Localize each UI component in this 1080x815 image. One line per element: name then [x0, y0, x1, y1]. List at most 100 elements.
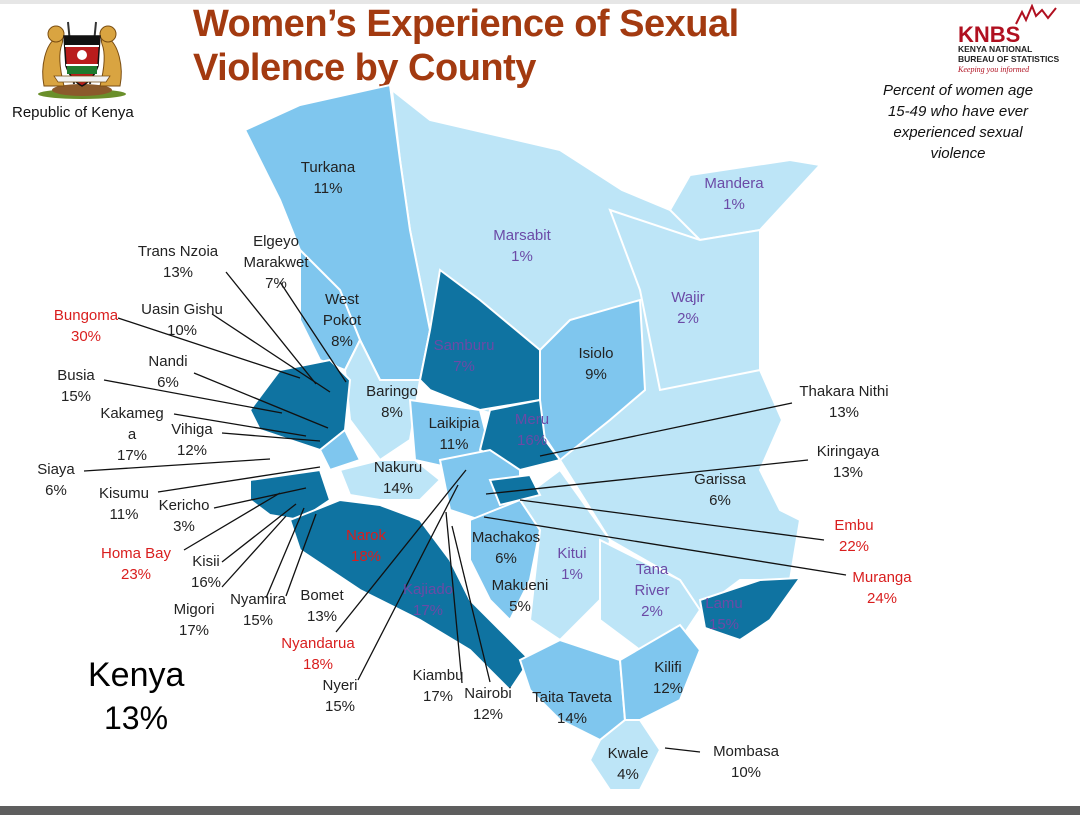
county-name-nakuru: Nakuru: [374, 459, 422, 476]
county-name-kiambu: Kiambu: [413, 667, 464, 684]
county-label-samburu: Samburu 7%: [434, 337, 495, 375]
county-name-west-pokot-2: Pokot: [323, 312, 362, 329]
page-title: Women’s Experience of Sexual Violence by…: [193, 2, 739, 90]
county-name-kakamega-1: Kakameg: [100, 405, 163, 422]
county-name-taita: Taita Taveta: [532, 689, 612, 706]
county-name-vihiga: Vihiga: [171, 421, 213, 438]
county-name-kericho: Kericho: [159, 497, 210, 514]
county-name-migori: Migori: [174, 601, 215, 618]
county-name-kisii: Kisii: [192, 553, 220, 570]
county-label-kilifi: Kilifi 12%: [653, 659, 683, 697]
county-name-bomet: Bomet: [300, 587, 344, 604]
county-label-lamu: Lamu 15%: [705, 595, 743, 633]
county-value-lamu: 15%: [709, 616, 739, 633]
county-label-trans-nzoia: Trans Nzoia 13%: [138, 243, 219, 281]
county-value-kirinyaga: 13%: [833, 464, 863, 481]
county-value-nandi: 6%: [157, 374, 179, 391]
county-label-narok: Narok 18%: [346, 527, 387, 565]
indicator-note: Percent of women age 15-49 who have ever…: [858, 80, 1058, 164]
county-label-bungoma: Bungoma 30%: [54, 307, 119, 345]
bottom-border: [0, 806, 1080, 815]
county-value-kisii: 16%: [191, 574, 221, 591]
county-name-nairobi: Nairobi: [464, 685, 512, 702]
county-name-garissa: Garissa: [694, 471, 746, 488]
note-line-4: violence: [930, 145, 986, 162]
note-line-1: Percent of women age: [882, 82, 1034, 99]
county-value-baringo: 8%: [381, 404, 403, 421]
county-value-machakos: 6%: [495, 550, 517, 567]
county-name-embu: Embu: [834, 517, 873, 534]
county-value-west-pokot: 8%: [331, 333, 353, 350]
county-value-kitui: 1%: [561, 566, 583, 583]
county-value-vihiga: 12%: [177, 442, 207, 459]
region-wajir: [608, 208, 761, 392]
county-label-baringo: Baringo 8%: [366, 383, 418, 421]
county-value-nyamira: 15%: [243, 612, 273, 629]
county-value-taita: 14%: [557, 710, 587, 727]
county-name-mombasa: Mombasa: [713, 743, 780, 760]
republic-label: Republic of Kenya: [12, 104, 134, 121]
county-name-elgeyo-1: Elgeyo: [253, 233, 299, 250]
county-value-laikipia: 11%: [440, 436, 469, 453]
county-label-meru: Meru 16%: [515, 411, 549, 449]
county-name-marsabit: Marsabit: [493, 227, 551, 244]
county-name-kilifi: Kilifi: [654, 659, 682, 676]
county-value-tharaka: 13%: [829, 404, 859, 421]
county-value-kwale: 4%: [617, 766, 639, 783]
county-label-nairobi: Nairobi 12%: [464, 685, 512, 723]
county-value-muranga: 24%: [867, 590, 897, 607]
county-label-taita: Taita Taveta 14%: [532, 689, 612, 727]
county-value-bungoma: 30%: [71, 328, 101, 345]
county-label-muranga: Muranga 24%: [852, 569, 912, 607]
county-name-nyeri: Nyeri: [322, 677, 357, 694]
county-value-nyeri: 15%: [325, 698, 355, 715]
county-name-nyandarua: Nyandarua: [281, 635, 355, 652]
county-label-west-pokot: West Pokot 8%: [323, 291, 362, 350]
county-value-kisumu: 11%: [110, 506, 139, 523]
knbs-name-line-1: KENYA NATIONAL: [958, 44, 1033, 54]
county-label-nyamira: Nyamira 15%: [230, 591, 286, 629]
national-name: Kenya: [88, 656, 185, 694]
county-name-busia: Busia: [57, 367, 95, 384]
region-mandera: [668, 158, 822, 242]
county-label-kericho: Kericho 3%: [159, 497, 210, 535]
county-label-homa-bay: Homa Bay 23%: [101, 545, 172, 583]
note-line-2: 15-49 who have ever: [887, 103, 1029, 120]
knbs-logo-text: KNBS: [958, 22, 1020, 47]
county-label-kajiado: Kajiado 17%: [403, 581, 453, 619]
county-name-kitui: Kitui: [557, 545, 586, 562]
county-label-bomet: Bomet 13%: [300, 587, 344, 625]
county-label-mandera: Mandera 1%: [704, 175, 764, 213]
county-value-meru: 16%: [517, 432, 547, 449]
county-label-turkana: Turkana 11%: [301, 159, 356, 197]
county-value-makueni: 5%: [509, 598, 531, 615]
county-name-tana-river-1: Tana: [636, 561, 669, 578]
county-name-nyamira: Nyamira: [230, 591, 286, 608]
county-value-nyandarua: 18%: [303, 656, 333, 673]
county-value-elgeyo: 7%: [265, 275, 287, 292]
county-name-kisumu: Kisumu: [99, 485, 149, 502]
county-name-uasin-gishu: Uasin Gishu: [141, 301, 223, 318]
county-value-embu: 22%: [839, 538, 869, 555]
county-regions: [243, 83, 822, 791]
county-name-narok: Narok: [346, 527, 387, 544]
region-nakuru: [338, 459, 442, 501]
region-nandi: [318, 428, 362, 472]
county-name-tana-river-2: River: [634, 582, 669, 599]
county-label-machakos: Machakos 6%: [472, 529, 540, 567]
county-label-laikipia: Laikipia 11%: [429, 415, 481, 453]
county-name-wajir: Wajir: [671, 289, 705, 306]
county-value-bomet: 13%: [307, 608, 337, 625]
county-name-bungoma: Bungoma: [54, 307, 119, 324]
county-value-kilifi: 12%: [653, 680, 683, 697]
county-value-kakamega: 17%: [117, 447, 147, 464]
national-value: 13%: [104, 700, 169, 736]
county-value-mandera: 1%: [723, 196, 745, 213]
county-name-samburu: Samburu: [434, 337, 495, 354]
county-label-nyeri: Nyeri 15%: [322, 677, 357, 715]
county-label-makueni: Makueni 5%: [492, 577, 549, 615]
county-name-isiolo: Isiolo: [578, 345, 613, 362]
title-line-2: Violence by County: [193, 47, 536, 89]
region-embu: [488, 473, 542, 507]
county-name-muranga: Muranga: [852, 569, 912, 586]
